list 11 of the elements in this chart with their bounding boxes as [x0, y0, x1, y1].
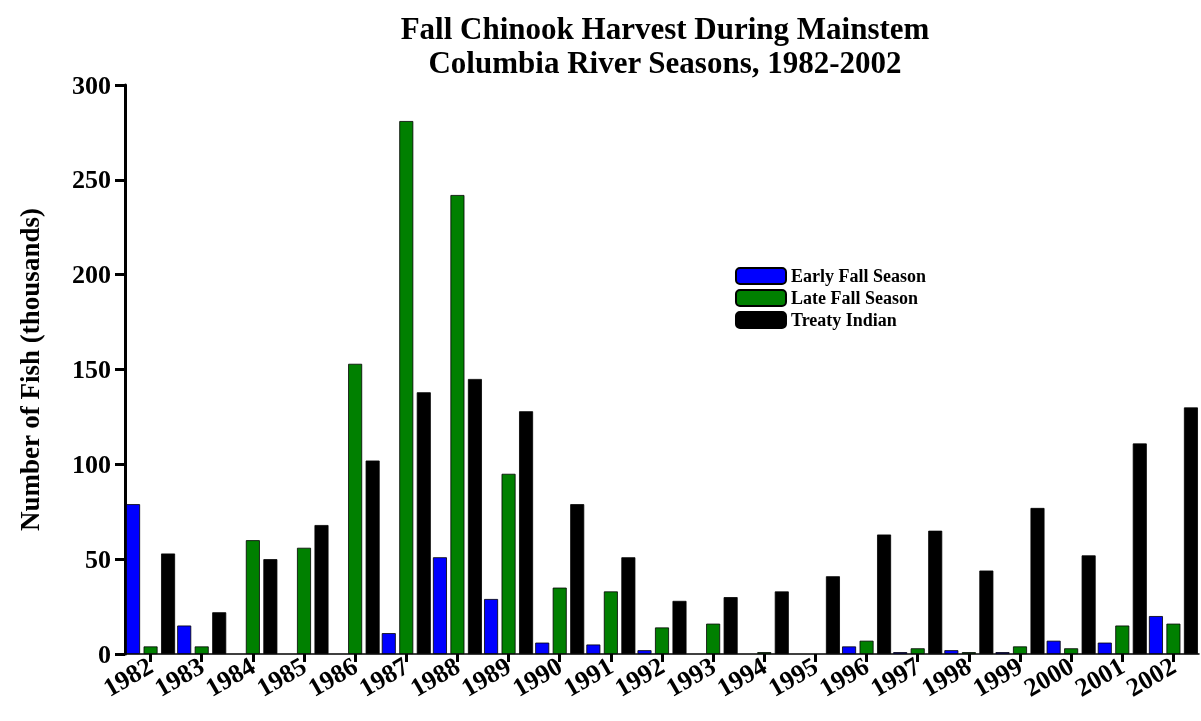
chart-title: Fall Chinook Harvest During Mainstem Columbia River Seasons, 1982-2002 — [400, 10, 930, 80]
y-tick-label: 250 — [72, 165, 111, 195]
legend-label: Early Fall Season — [790, 266, 927, 286]
legend-label: Treaty Indian — [790, 310, 897, 330]
y-tick-label: 150 — [72, 355, 111, 384]
y-tick-label: 300 — [72, 70, 111, 100]
legend-label: Late Fall Season — [790, 288, 919, 308]
y-tick-label: 100 — [72, 449, 111, 479]
y-axis-title: Number of Fish (thousands) — [14, 208, 45, 531]
y-tick-label: 200 — [72, 260, 111, 290]
y-tick-label: 50 — [85, 544, 111, 574]
